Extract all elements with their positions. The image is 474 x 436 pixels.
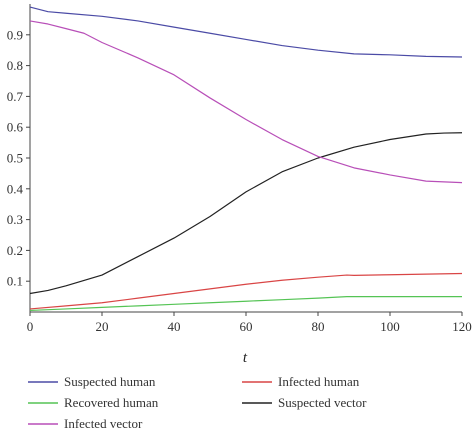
y-tick-label: 0.5 (7, 151, 23, 166)
x-tick-label: 60 (240, 319, 253, 334)
series-line-infected-vector (29, 20, 463, 184)
series-layer (29, 6, 463, 312)
series-line-infected-human (29, 272, 463, 310)
y-tick-label: 0.9 (7, 27, 23, 42)
x-tick-label: 80 (312, 319, 325, 334)
y-tick-label: 0.2 (7, 243, 23, 258)
x-tick-label: 40 (168, 319, 181, 334)
y-tick-label: 0.6 (7, 120, 24, 135)
y-tick-label: 0.1 (7, 274, 23, 289)
x-tick-label: 20 (96, 319, 109, 334)
x-tick-label: 0 (27, 319, 34, 334)
series-line-suspected-human (29, 6, 463, 58)
y-tick-label: 0.3 (7, 212, 23, 227)
legend-label-infected-vector: Infected vector (64, 416, 143, 431)
y-tick-label: 0.4 (7, 181, 24, 196)
y-ticks: 0.1 0.2 0.3 0.4 0.5 0.6 0.7 0.8 0.9 (7, 27, 30, 289)
y-tick-label: 0.7 (7, 89, 24, 104)
series-line-recovered-human (29, 296, 462, 312)
axes (29, 4, 462, 313)
x-tick-label: 120 (452, 319, 472, 334)
legend-label-suspected-vector: Suspected vector (278, 395, 367, 410)
legend-label-recovered-human: Recovered human (64, 395, 159, 410)
x-axis-label: t (243, 350, 248, 366)
legend-label-infected-human: Infected human (278, 374, 360, 389)
y-tick-label: 0.8 (7, 58, 23, 73)
x-tick-label: 100 (380, 319, 400, 334)
legend: Suspected human Infected human Recovered h… (28, 374, 367, 431)
legend-label-suspected-human: Suspected human (64, 374, 156, 389)
series-line-suspected-vector (29, 132, 463, 295)
x-ticks: 0 20 40 60 80 100 120 (27, 312, 472, 334)
